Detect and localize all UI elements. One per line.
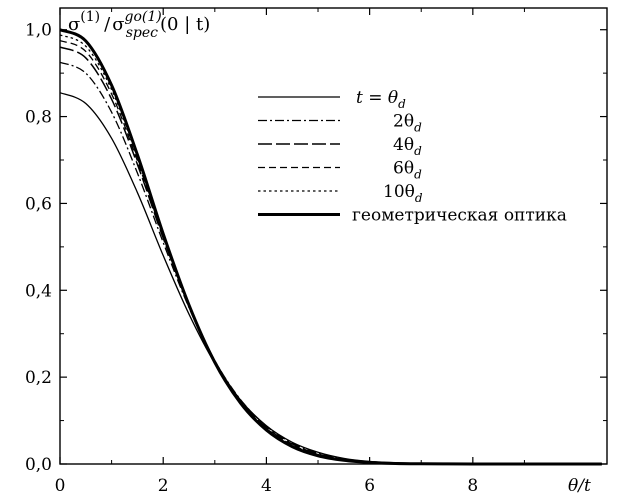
series-line-0 [59, 92, 602, 465]
y-tick-label: 0,0 [25, 455, 52, 475]
x-tick-label: 6 [364, 476, 375, 496]
legend-entry-3: 6θd [393, 159, 422, 182]
x-axis-label: θ/t [568, 476, 591, 496]
y-tick-label: 1,0 [25, 21, 52, 41]
legend-sub-4: d [415, 191, 423, 205]
y-tick-label: 0,2 [25, 368, 52, 388]
legend-label-2: 4θ [393, 135, 414, 155]
x-tick-label: 8 [467, 476, 478, 496]
y-tick-label: 0,6 [25, 194, 52, 214]
x-axis-ticks: 0 2 4 6 8 [55, 8, 525, 496]
legend-entry-4: 10θd [383, 182, 423, 205]
title-sup2: go(1) [125, 9, 162, 25]
x-tick-label: 0 [55, 476, 66, 496]
legend-label-1: 2θ [393, 112, 414, 132]
axes-frame [59, 7, 608, 465]
chart-title: σ(1) / σgo(1) spec (0 | t) [68, 9, 210, 41]
legend-sub-3: d [414, 168, 422, 182]
series-line-2 [59, 46, 602, 465]
y-axis-ticks: 0,0 0,2 0,4 0,6 0,8 1,0 [25, 21, 607, 475]
legend-entry-5: геометрическая оптика [352, 206, 567, 226]
plot-border [59, 7, 608, 465]
title-sup1: (1) [80, 9, 100, 25]
y-tick-label: 0,4 [25, 281, 52, 301]
series-line-3 [59, 39, 602, 465]
legend-entry-1: 2θd [393, 112, 422, 135]
x-tick-label: 2 [158, 476, 169, 496]
legend-sub-0: d [398, 97, 406, 111]
series-group [59, 28, 602, 466]
series-line-4 [59, 34, 602, 465]
title-sigma2: σ [112, 14, 124, 35]
y-tick-label: 0,8 [25, 108, 52, 128]
x-tick-label: 4 [261, 476, 272, 496]
title-sub: spec [126, 25, 158, 41]
legend-label-3: 6θ [393, 159, 414, 179]
title-tail: (0 | t) [160, 14, 210, 35]
legend-entry-2: 4θd [393, 135, 422, 158]
legend-sub-2: d [414, 144, 422, 158]
series-line-5 [59, 28, 602, 466]
legend-sub-1: d [414, 121, 422, 135]
legend-entry-0: t = θd [356, 88, 406, 111]
series-line-1 [59, 61, 602, 465]
title-sigma: σ [68, 14, 80, 35]
legend-label-0: t = θ [356, 88, 398, 108]
legend-label-4: 10θ [383, 182, 415, 202]
legend-label-5: геометрическая оптика [352, 206, 567, 226]
